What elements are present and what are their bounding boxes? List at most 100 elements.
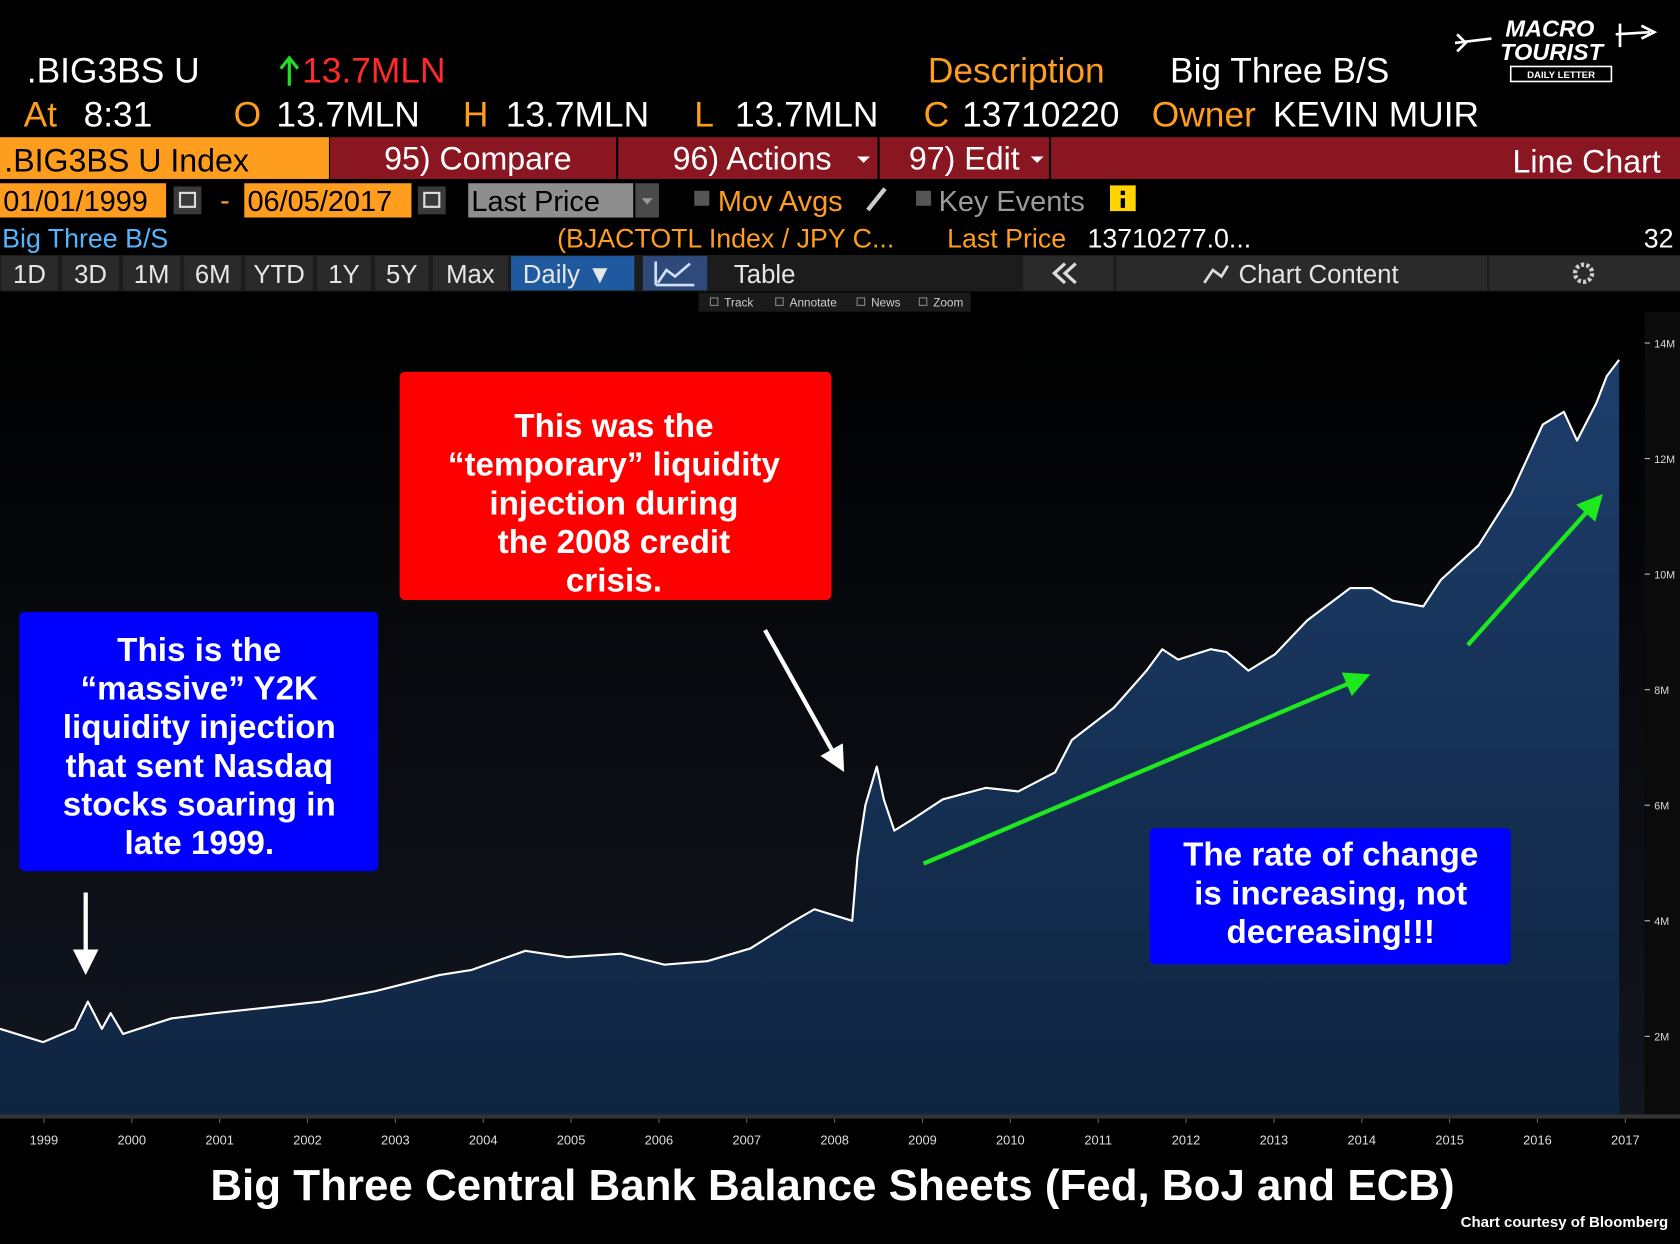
period-label[interactable]: 5Y (386, 261, 417, 289)
annotation-text: crisis. (566, 562, 662, 599)
tool-label[interactable]: Annotate (790, 296, 838, 309)
period-label[interactable]: 6M (195, 261, 231, 289)
annotation-box (19, 611, 379, 872)
ticker: .BIG3BS U (27, 52, 200, 91)
frequency[interactable]: Daily ▼ (523, 261, 613, 289)
period-button[interactable] (432, 256, 508, 291)
dropdown-caret (857, 156, 870, 163)
axis-line (0, 1114, 1680, 1119)
period-button[interactable] (184, 256, 242, 291)
dropdown-caret (641, 198, 653, 205)
close: 13710220 (962, 95, 1119, 134)
tool-label[interactable]: Zoom (933, 296, 963, 309)
compare-button[interactable]: 95) Compare (384, 140, 571, 176)
arrow (1466, 494, 1603, 647)
view-name: Line Chart (1512, 144, 1660, 180)
annotations: This was the“temporary” liquidityinjecti… (19, 371, 1511, 965)
collapse-button[interactable] (1023, 256, 1114, 291)
description-label: Description (928, 52, 1105, 91)
logo-line2: TOURIST (1500, 39, 1606, 65)
period-button[interactable] (1, 256, 58, 291)
mov-avgs[interactable]: Mov Avgs (718, 186, 843, 218)
x-tick-label: 2003 (381, 1132, 410, 1147)
period-button[interactable] (245, 256, 313, 291)
tool-icon[interactable] (775, 297, 784, 306)
period-button[interactable] (317, 256, 371, 291)
actions-button[interactable]: 96) Actions (673, 140, 832, 176)
chart-icon (654, 261, 695, 287)
tools-bar (698, 292, 971, 312)
end-date[interactable]: 06/05/2017 (247, 186, 392, 218)
frequency-box[interactable] (511, 256, 635, 291)
security-box[interactable] (0, 137, 329, 179)
chart-content-button[interactable] (1116, 256, 1488, 291)
period-label[interactable]: YTD (253, 261, 304, 289)
y-tick-label: 8M (1654, 685, 1669, 697)
period-label[interactable]: 1D (13, 261, 46, 289)
x-tick-label: 2010 (996, 1132, 1025, 1147)
open: 13.7MLN (276, 95, 419, 134)
period-label[interactable]: 3D (74, 261, 107, 289)
x-tick-label: 2011 (1084, 1132, 1112, 1147)
calendar-glyph (178, 191, 197, 208)
calendar-icon[interactable] (417, 186, 446, 215)
tools: Track Annotate News Zoom (709, 296, 963, 309)
annotation-text: late 1999. (125, 825, 275, 862)
source: Chart courtesy of Bloomberg (1461, 1214, 1669, 1231)
x-tick-label: 2008 (820, 1132, 849, 1147)
tool-label[interactable]: Track (724, 296, 753, 309)
chart-content[interactable]: Chart Content (1239, 261, 1399, 289)
logo: MACRO TOURIST DAILY LETTER (1454, 15, 1658, 83)
key-events[interactable]: Key Events (939, 186, 1085, 218)
owner-label: Owner (1152, 95, 1256, 134)
settings-button[interactable] (1489, 256, 1680, 291)
pencil-icon[interactable] (866, 187, 887, 212)
calendar-glyph (423, 191, 441, 208)
period-buttons: 1D 3D 1M 6M YTD 1Y 5Y Max (1, 256, 508, 291)
x-tick-label: 2000 (117, 1132, 146, 1147)
count: 32 (1644, 224, 1674, 254)
annotation-box (1149, 828, 1511, 965)
tool-icon[interactable] (709, 297, 719, 306)
arrow (763, 628, 845, 772)
x-tick-label: 2005 (557, 1132, 586, 1147)
period-button[interactable] (62, 256, 119, 291)
period-button[interactable] (123, 256, 180, 291)
tool-icon[interactable] (918, 297, 928, 306)
dropdown-caret (1030, 156, 1044, 163)
y-tick-label: 2M (1654, 1032, 1669, 1044)
x-tick-label: 2007 (732, 1132, 761, 1147)
last-price: 13710277.0... (1088, 224, 1252, 254)
start-date-box[interactable] (0, 183, 167, 218)
tool-icon[interactable] (856, 297, 866, 306)
field[interactable]: Last Price (471, 186, 600, 218)
period-button[interactable] (375, 256, 429, 291)
logo-arrows (1454, 23, 1658, 53)
x-tick-label: 2002 (293, 1132, 322, 1147)
tool-label[interactable]: News (871, 296, 901, 309)
x-tick-label: 2013 (1260, 1132, 1289, 1147)
field-box[interactable] (468, 183, 634, 218)
period-label[interactable]: 1Y (328, 261, 359, 289)
period-label[interactable]: Max (446, 261, 495, 289)
x-tick-label: 2016 (1523, 1132, 1552, 1147)
end-date-box[interactable] (244, 183, 412, 218)
start-date[interactable]: 01/01/1999 (3, 186, 148, 218)
annotation-text: is increasing, not (1194, 875, 1467, 912)
arrow (922, 672, 1371, 866)
logo-badge (1509, 65, 1613, 83)
edit-button[interactable]: 97) Edit (909, 140, 1020, 176)
chart-content-icon (1203, 265, 1230, 284)
checkbox[interactable] (916, 190, 932, 206)
checkbox[interactable] (694, 190, 710, 206)
period-label[interactable]: 1M (134, 261, 170, 289)
table-button[interactable]: Table (734, 261, 795, 289)
y-tick-label: 10M (1654, 569, 1675, 581)
calendar-icon[interactable] (173, 186, 202, 215)
date-separator: - (220, 185, 230, 217)
x-tick-label: 2009 (908, 1132, 937, 1147)
security[interactable]: .BIG3BS U Index (4, 142, 249, 178)
info-glyph (1120, 198, 1125, 208)
last-price-label: Last Price (947, 224, 1066, 254)
y-tick-label: 4M (1654, 916, 1669, 928)
